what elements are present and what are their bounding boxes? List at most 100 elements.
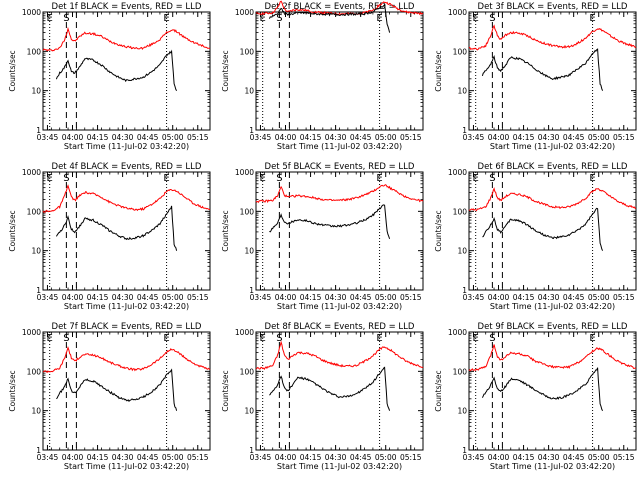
panel-title: Det 4f BLACK = Events, RED = LLD <box>52 162 202 172</box>
y-tick-label: 100 <box>27 207 42 216</box>
x-tick-label: 04:30 <box>538 453 560 462</box>
x-tick-label: 04:00 <box>488 453 510 462</box>
y-tick-label: 1 <box>462 126 467 135</box>
x-tick-label: 04:45 <box>137 293 159 302</box>
marker-label: E <box>163 173 169 184</box>
series-line-events <box>55 49 178 91</box>
x-tick-label: 05:00 <box>162 133 184 142</box>
y-tick-label: 1000 <box>448 168 467 177</box>
marker-label: E <box>473 333 479 344</box>
y-tick-label: 1000 <box>235 8 254 17</box>
y-tick-label: 100 <box>453 47 468 56</box>
marker-label: E <box>47 333 53 344</box>
y-tick-label: 10 <box>244 407 254 416</box>
panel-title: Det 6f BLACK = Events, RED = LLD <box>478 162 628 172</box>
x-tick-label: 03:45 <box>463 133 485 142</box>
series-line-events <box>268 3 391 33</box>
marker-label: S <box>276 13 282 24</box>
series-line-events <box>481 367 604 411</box>
y-axis-label: Counts/sec <box>221 370 230 411</box>
x-tick-label: 03:45 <box>250 293 272 302</box>
marker-label: E <box>376 173 382 184</box>
x-tick-label: 04:30 <box>538 133 560 142</box>
y-tick-label: 1 <box>462 286 467 295</box>
x-tick-label: 04:30 <box>325 133 347 142</box>
y-tick-label: 1 <box>462 446 467 455</box>
x-tick-label: 04:15 <box>300 453 322 462</box>
x-tick-label: 04:00 <box>62 453 84 462</box>
x-axis-label: Start Time (11-Jul-02 03:42:20) <box>277 142 402 151</box>
marker-label: E <box>163 333 169 344</box>
series-line-lld <box>468 24 637 51</box>
series-line-lld <box>255 340 424 370</box>
x-tick-label: 04:45 <box>137 453 159 462</box>
x-tick-label: 04:45 <box>563 453 585 462</box>
plot-frame <box>468 11 637 131</box>
panel-title: Det 8f BLACK = Events, RED = LLD <box>265 322 415 332</box>
x-tick-label: 03:45 <box>37 453 59 462</box>
panel-title: Det 1f BLACK = Events, RED = LLD <box>52 2 202 12</box>
marker-label: E <box>589 333 595 344</box>
plot-frame <box>255 171 424 291</box>
marker-label: E <box>260 173 266 184</box>
x-tick-label: 04:15 <box>87 133 109 142</box>
panel-title: Det 3f BLACK = Events, RED = LLD <box>478 2 628 12</box>
y-axis-label: Counts/sec <box>434 50 443 91</box>
series-line-lld <box>255 184 424 204</box>
x-tick-label: 05:00 <box>375 293 397 302</box>
series-line-lld <box>468 187 637 212</box>
x-tick-label: 05:15 <box>613 133 635 142</box>
y-tick-label: 1000 <box>22 8 41 17</box>
marker-label: E <box>47 13 53 24</box>
plot-frame <box>255 331 424 451</box>
x-axis-label: Start Time (11-Jul-02 03:42:20) <box>277 462 402 471</box>
x-tick-label: 03:45 <box>250 133 272 142</box>
x-tick-label: 04:45 <box>350 133 372 142</box>
y-tick-label: 1 <box>249 446 254 455</box>
y-tick-label: 1 <box>36 446 41 455</box>
x-tick-label: 05:15 <box>187 133 209 142</box>
x-tick-label: 04:15 <box>513 293 535 302</box>
x-tick-label: 03:45 <box>463 293 485 302</box>
series-line-lld <box>468 344 637 372</box>
detector-panel-7f: Det 7f BLACK = Events, RED = LLD 1 10 100 10… <box>8 322 211 471</box>
x-tick-label: 04:30 <box>112 453 134 462</box>
marker-label: E <box>163 13 169 24</box>
y-tick-label: 10 <box>31 87 41 96</box>
y-axis-label: Counts/sec <box>434 370 443 411</box>
detector-panel-4f: Det 4f BLACK = Events, RED = LLD 1 10 100 10… <box>8 162 211 311</box>
x-axis-label: Start Time (11-Jul-02 03:42:20) <box>64 462 189 471</box>
x-tick-label: 04:45 <box>350 293 372 302</box>
y-tick-label: 10 <box>457 407 467 416</box>
marker-label: S <box>276 333 282 344</box>
detector-panel-2f: Det 2f BLACK = Events, RED = LLD 1 10 100 10… <box>221 0 424 151</box>
marker-label: E <box>47 173 53 184</box>
detector-panel-1f: Det 1f BLACK = Events, RED = LLD 1 10 100 10… <box>8 2 211 151</box>
x-axis-label: Start Time (11-Jul-02 03:42:20) <box>64 142 189 151</box>
plot-frame <box>42 331 211 451</box>
y-axis-label: Counts/sec <box>221 210 230 251</box>
series-line-lld <box>42 184 211 213</box>
y-tick-label: 10 <box>457 87 467 96</box>
panel-title: Det 7f BLACK = Events, RED = LLD <box>52 322 202 332</box>
y-tick-label: 100 <box>27 47 42 56</box>
y-tick-label: 10 <box>457 247 467 256</box>
y-tick-label: 10 <box>31 247 41 256</box>
y-tick-label: 10 <box>244 87 254 96</box>
x-tick-label: 05:00 <box>588 453 610 462</box>
detector-panel-3f: Det 3f BLACK = Events, RED = LLD 1 10 100 10… <box>434 2 637 151</box>
detector-panel-8f: Det 8f BLACK = Events, RED = LLD 1 10 100 10… <box>221 322 424 471</box>
x-axis-label: Start Time (11-Jul-02 03:42:20) <box>64 302 189 311</box>
marker-label: E <box>260 333 266 344</box>
plot-frame <box>255 11 424 131</box>
y-tick-label: 100 <box>27 367 42 376</box>
series-line-lld <box>42 345 211 373</box>
marker-label: S <box>489 333 495 344</box>
y-tick-label: 100 <box>453 367 468 376</box>
x-tick-label: 04:15 <box>300 293 322 302</box>
x-tick-label: 05:15 <box>613 293 635 302</box>
marker-label: E <box>376 13 382 24</box>
x-tick-label: 04:15 <box>87 453 109 462</box>
y-tick-label: 1 <box>36 286 41 295</box>
x-tick-label: 03:45 <box>250 453 272 462</box>
